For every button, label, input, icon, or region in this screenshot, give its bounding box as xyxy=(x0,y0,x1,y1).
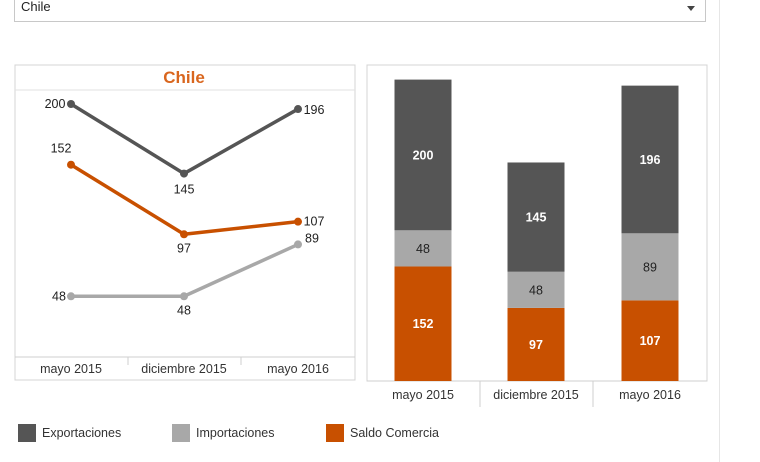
bar-data-label: 107 xyxy=(640,334,661,348)
line-data-label: 89 xyxy=(305,231,319,245)
country-select-value: Chile xyxy=(21,0,51,14)
line-point-importaciones xyxy=(180,292,188,301)
line-point-saldo-comercia xyxy=(294,217,302,226)
line-point-exportaciones xyxy=(294,105,302,114)
bar-segment-importaciones xyxy=(507,271,565,308)
line-series-exportaciones xyxy=(70,102,299,176)
legend-label-importaciones: Importaciones xyxy=(196,426,275,440)
line-data-label: 196 xyxy=(304,103,325,117)
legend-swatch-saldo xyxy=(326,424,344,442)
bar-data-label: 152 xyxy=(413,317,434,331)
line-point-exportaciones xyxy=(67,100,75,108)
bar-data-label: 48 xyxy=(416,242,430,256)
legend-label-saldo: Saldo Comercia xyxy=(350,426,439,440)
bar-data-label: 200 xyxy=(413,148,434,162)
line-chart-x-tick-label: mayo 2016 xyxy=(267,362,329,376)
line-chart-frame xyxy=(14,64,356,381)
legend-swatch-exportaciones xyxy=(18,424,36,442)
line-data-label: 48 xyxy=(52,289,66,303)
legend-swatch-importaciones xyxy=(172,424,190,442)
bar-segment-saldo-comercia xyxy=(621,300,679,381)
dashboard-panel xyxy=(719,0,720,462)
line-data-label: 152 xyxy=(51,142,72,156)
bar-data-label: 145 xyxy=(526,211,547,225)
line-chart-title: Chile xyxy=(163,68,205,87)
bar-data-label: 196 xyxy=(640,153,661,167)
line-chart-x-tick-label: mayo 2015 xyxy=(40,362,102,376)
line-point-exportaciones xyxy=(180,169,188,178)
line-data-label: 48 xyxy=(177,303,191,317)
line-chart-x-tick-label: diciembre 2015 xyxy=(141,362,227,376)
line-point-saldo-comercia xyxy=(180,230,188,239)
bar-chart-x-tick-label: diciembre 2015 xyxy=(493,388,579,402)
bar-chart-x-tick-label: mayo 2015 xyxy=(392,388,454,402)
bar-segment-saldo-comercia xyxy=(507,307,565,381)
line-point-saldo-comercia xyxy=(67,160,75,169)
line-point-importaciones xyxy=(294,240,302,249)
bar-data-label: 48 xyxy=(529,283,543,297)
chevron-down-icon[interactable] xyxy=(687,6,695,11)
country-select[interactable]: Chile xyxy=(14,0,706,22)
bar-segment-exportaciones xyxy=(621,85,679,234)
line-data-label: 145 xyxy=(174,183,195,197)
legend-label-exportaciones: Exportaciones xyxy=(42,426,122,440)
bar-segment-saldo-comercia xyxy=(394,266,452,381)
bar-data-label: 89 xyxy=(643,260,657,274)
bar-segment-importaciones xyxy=(394,230,452,267)
line-data-label: 97 xyxy=(177,241,191,255)
line-point-importaciones xyxy=(67,292,75,301)
bar-segment-importaciones xyxy=(621,233,679,301)
bar-segment-exportaciones xyxy=(394,79,452,231)
bar-segment-exportaciones xyxy=(507,162,565,272)
line-data-label: 200 xyxy=(45,97,66,111)
line-data-label: 107 xyxy=(304,215,325,229)
bar-chart-x-tick-label: mayo 2016 xyxy=(619,388,681,402)
bar-data-label: 97 xyxy=(529,338,543,352)
